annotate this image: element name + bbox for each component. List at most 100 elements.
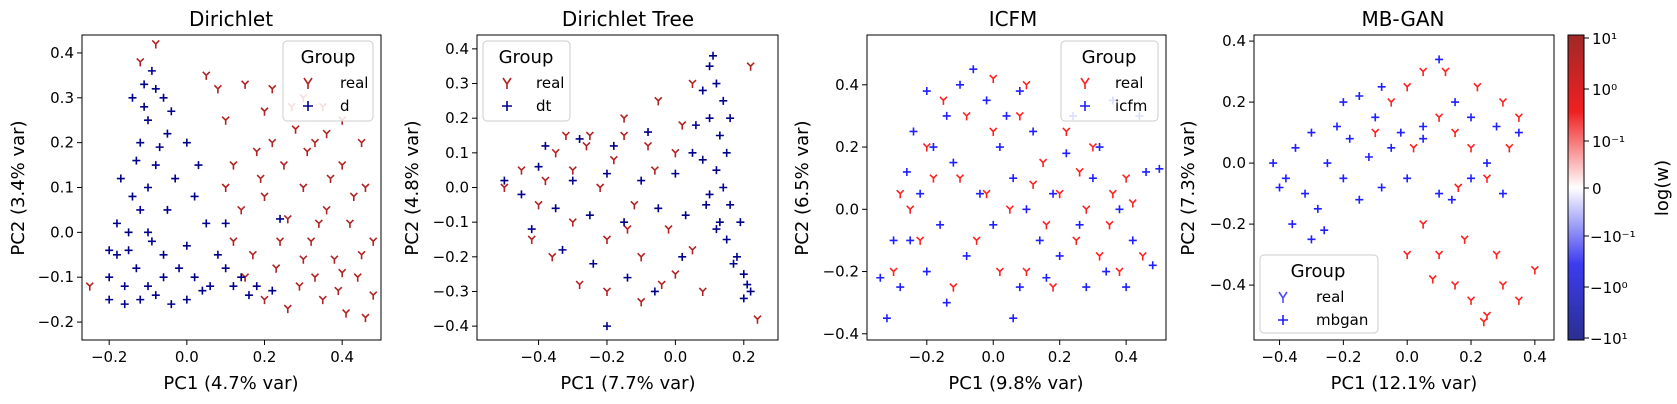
scatter-point-synthetic xyxy=(702,200,711,209)
y-tick-label: −0.4 xyxy=(433,317,469,335)
scatter-point-synthetic xyxy=(654,204,663,213)
y-tick-label: 0.2 xyxy=(1222,93,1246,111)
scatter-point-synthetic xyxy=(1320,226,1329,235)
scatter-point-real xyxy=(357,138,366,148)
scatter-point-synthetic xyxy=(1142,167,1151,176)
scatter-point-real xyxy=(650,166,659,175)
scatter-point-synthetic xyxy=(144,183,153,192)
y-axis-label: PC2 (3.4% var) xyxy=(8,120,29,255)
axis-ticks: −0.4 −0.2 0.0 0.2 −0.4 −0.3 −0.2 −0.1 0.0 0.1 0.2 0… xyxy=(433,40,756,366)
scatter-point-synthetic xyxy=(736,218,745,227)
scatter-point-real xyxy=(256,174,265,184)
scatter-point-synthetic xyxy=(175,264,184,273)
scatter-point-real xyxy=(1062,127,1071,136)
scatter-point-synthetic xyxy=(719,183,728,192)
scatter-point-real xyxy=(962,111,971,121)
scatter-point-real xyxy=(1419,67,1428,77)
scatter-point-real xyxy=(283,304,292,314)
axis-ticks: −0.4 −0.2 0.0 0.2 0.4 −0.4 −0.2 0.0 0.2 0.4 xyxy=(1210,32,1547,366)
scatter-point-synthetic xyxy=(671,169,680,178)
y-tick-label: 0.4 xyxy=(445,40,469,58)
y-tick-label: 0.1 xyxy=(445,144,469,162)
scatter-point-real xyxy=(1460,235,1469,244)
scatter-point-real xyxy=(1108,189,1117,199)
scatter-point-real xyxy=(551,148,560,158)
scatter-point-synthetic xyxy=(144,228,153,237)
scatter-point-real xyxy=(1450,128,1460,138)
x-tick-label: 0.0 xyxy=(981,348,1005,366)
scatter-point-synthetic xyxy=(1269,159,1278,168)
scatter-point-real xyxy=(753,315,762,324)
x-tick-label: 0.2 xyxy=(1459,348,1483,366)
scatter-point-real xyxy=(314,219,323,228)
scatter-point-synthetic xyxy=(969,65,978,74)
legend-marker-synthetic xyxy=(1278,315,1288,325)
colorbar-tick-label: 0 xyxy=(1592,180,1602,198)
scatter-point-synthetic xyxy=(909,127,918,136)
scatter-point-real xyxy=(602,235,612,244)
scatter-point-synthetic xyxy=(575,134,584,143)
scatter-point-real xyxy=(221,116,230,125)
scatter-point-real xyxy=(307,237,316,246)
x-tick-label: −0.4 xyxy=(1261,348,1297,366)
scatter-point-synthetic xyxy=(743,280,752,289)
scatter-point-real xyxy=(678,121,687,130)
scatter-point-synthetic xyxy=(1323,159,1332,168)
scatter-point-real xyxy=(630,200,639,210)
x-tick-label: 0.0 xyxy=(1395,348,1419,366)
scatter-point-real xyxy=(1042,220,1051,230)
scatter-point-synthetic xyxy=(916,189,925,198)
scatter-point-real xyxy=(334,286,343,296)
legend-label-real: real xyxy=(1316,288,1344,306)
scatter-point-synthetic xyxy=(1482,159,1491,168)
scatter-point-real xyxy=(349,192,358,201)
scatter-point-synthetic xyxy=(729,259,738,268)
scatter-point-real xyxy=(657,280,666,290)
scatter-point-synthetic xyxy=(1396,128,1405,137)
scatter-point-synthetic xyxy=(678,252,687,261)
scatter-point-real xyxy=(939,96,948,105)
scatter-point-synthetic xyxy=(726,114,735,123)
scatter-point-synthetic xyxy=(942,111,951,120)
panel-title: Dirichlet Tree xyxy=(562,7,694,31)
scatter-point-real xyxy=(620,131,629,141)
scatter-point-synthetic xyxy=(1307,128,1316,137)
scatter-point-synthetic xyxy=(206,282,215,291)
scatter-point-real xyxy=(561,131,570,141)
scatter-point-synthetic xyxy=(163,205,172,214)
scatter-point-synthetic xyxy=(681,211,690,220)
scatter-point-synthetic xyxy=(151,291,160,300)
scatter-point-synthetic xyxy=(182,241,191,250)
y-tick-label: −0.1 xyxy=(38,268,74,286)
scatter-point-real xyxy=(1530,265,1539,275)
scatter-point-real xyxy=(654,96,663,106)
legend-marker-real xyxy=(303,77,313,89)
y-tick-label: 0.1 xyxy=(50,179,74,197)
scatter-point-real xyxy=(637,297,646,307)
scatter-point-synthetic xyxy=(1015,87,1024,96)
x-tick-label: −0.2 xyxy=(1325,348,1361,366)
scatter-point-synthetic xyxy=(105,273,114,282)
scatter-point-synthetic xyxy=(876,273,885,282)
axis-ticks: −0.2 0.0 0.2 0.4 −0.2 −0.1 0.0 0.1 0.2 0.3 0.4 xyxy=(38,44,355,366)
scatter-point-synthetic xyxy=(1364,153,1373,161)
scatter-point-synthetic xyxy=(136,138,145,147)
colorbar-ticks: 10¹ 10⁰ 10⁻¹ 0 −10⁻¹ −10⁰ −10¹ xyxy=(1584,30,1636,348)
y-tick-label: 0.2 xyxy=(50,134,74,152)
y-tick-label: 0.0 xyxy=(1222,154,1246,172)
x-tick-label: 0.2 xyxy=(1048,348,1072,366)
scatter-point-real xyxy=(1072,236,1081,245)
scatter-point-real xyxy=(229,237,238,246)
panel-dirichlet: Dirichlet −0.2 0.0 0.2 0.4 −0.2 −0.1 0.0 0.1 0.2… xyxy=(8,7,382,394)
scatter-point-synthetic xyxy=(982,96,991,105)
legend-marker-real xyxy=(1278,291,1288,303)
panel-mb-gan: MB-GAN −0.4 −0.2 0.0 0.2 0.4 −0.4 −0.2 0.0 0.2 0.… xyxy=(1178,7,1555,394)
colorbar-tick-label: 10⁻¹ xyxy=(1592,133,1625,151)
scatter-point-synthetic xyxy=(1128,236,1137,245)
scatter-point-synthetic xyxy=(124,228,133,237)
scatter-point-synthetic xyxy=(140,102,149,111)
scatter-point-synthetic xyxy=(1514,128,1523,137)
legend: Group real mbgan xyxy=(1259,254,1379,334)
scatter-point-real xyxy=(275,237,285,246)
scatter-point-synthetic xyxy=(1377,183,1386,192)
